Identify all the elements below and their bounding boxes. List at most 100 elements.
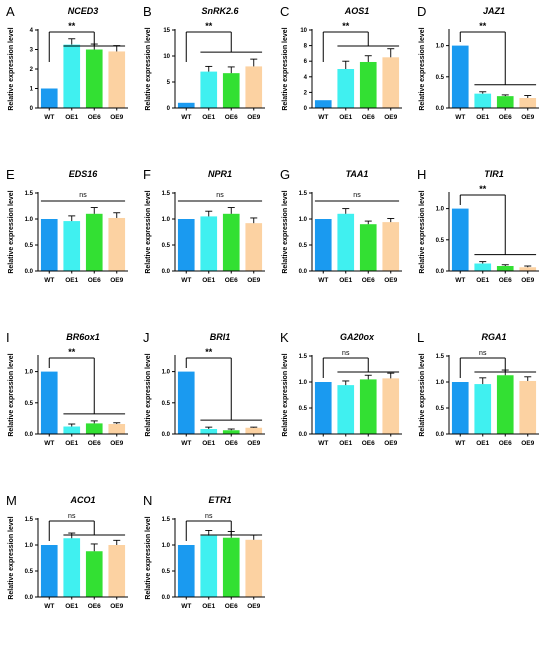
x-tick-label: WT bbox=[318, 277, 328, 284]
y-tick-label: 1.0 bbox=[436, 44, 445, 50]
x-tick-label: WT bbox=[44, 277, 54, 284]
y-tick-label: 10 bbox=[163, 54, 170, 60]
x-tick-label: OE1 bbox=[339, 277, 352, 284]
y-axis-label: Relative expression level bbox=[145, 190, 152, 273]
bar-oe6 bbox=[222, 213, 240, 271]
panel-a: A NCED3 Relative expression level 0 1 2 3 4 WT OE… bbox=[6, 4, 128, 121]
y-tick-label: 0.5 bbox=[299, 243, 308, 249]
y-tick-label: 1 bbox=[30, 87, 34, 93]
bar-wt bbox=[40, 371, 58, 434]
y-tick-label: 5 bbox=[167, 80, 171, 86]
y-axis-label: Relative expression level bbox=[145, 353, 152, 436]
bar-oe6 bbox=[496, 266, 514, 271]
panel-n: N ETR1 Relative expression level 0.0 0.5 1.0 1… bbox=[143, 493, 265, 610]
bar-wt bbox=[314, 100, 332, 108]
panel-letter: E bbox=[6, 167, 15, 182]
y-tick-label: 1.5 bbox=[162, 191, 171, 197]
panel-letter: L bbox=[417, 330, 424, 345]
x-tick-label: OE1 bbox=[339, 114, 352, 121]
x-tick-label: OE9 bbox=[521, 277, 534, 284]
x-tick-label: OE9 bbox=[110, 440, 123, 447]
significance-label: ns bbox=[353, 192, 361, 199]
bar-oe6 bbox=[222, 73, 240, 108]
significance-label: ns bbox=[205, 513, 213, 520]
bar-oe1 bbox=[63, 44, 81, 108]
significance-label: ** bbox=[205, 347, 213, 357]
gene-title: RGA1 bbox=[481, 332, 506, 342]
bar-oe6 bbox=[359, 61, 377, 108]
y-tick-label: 1.0 bbox=[299, 380, 308, 386]
x-tick-label: OE9 bbox=[521, 440, 534, 447]
significance-label: ** bbox=[479, 184, 487, 194]
bar-wt bbox=[451, 208, 469, 271]
x-tick-label: OE1 bbox=[65, 603, 78, 610]
x-tick-label: OE1 bbox=[65, 277, 78, 284]
y-tick-label: 0.5 bbox=[25, 243, 34, 249]
x-tick-label: OE6 bbox=[362, 277, 375, 284]
y-tick-label: 0.0 bbox=[25, 269, 34, 275]
bar-oe1 bbox=[200, 429, 218, 434]
gene-title: BRI1 bbox=[210, 332, 231, 342]
bar-oe6 bbox=[222, 537, 240, 597]
x-tick-label: WT bbox=[181, 440, 191, 447]
x-tick-label: OE9 bbox=[110, 277, 123, 284]
panel-letter: I bbox=[6, 330, 10, 345]
y-axis-label: Relative expression level bbox=[419, 27, 426, 110]
y-tick-label: 0.0 bbox=[299, 269, 308, 275]
x-tick-label: OE6 bbox=[225, 603, 238, 610]
bar-oe1 bbox=[337, 385, 355, 434]
bar-wt bbox=[451, 382, 469, 434]
y-tick-label: 1.0 bbox=[162, 370, 171, 376]
panel-letter: H bbox=[417, 167, 426, 182]
x-tick-label: OE6 bbox=[499, 277, 512, 284]
y-tick-label: 1.0 bbox=[299, 217, 308, 223]
gene-title: AOS1 bbox=[344, 6, 370, 16]
y-tick-label: 1.0 bbox=[25, 543, 34, 549]
y-tick-label: 3 bbox=[30, 48, 34, 54]
y-tick-label: 0.0 bbox=[162, 595, 171, 601]
y-tick-label: 10 bbox=[300, 28, 307, 34]
significance-label: ** bbox=[342, 21, 350, 31]
bar-oe1 bbox=[63, 221, 81, 271]
x-tick-label: OE9 bbox=[247, 440, 260, 447]
panel-letter: A bbox=[6, 4, 15, 19]
x-tick-label: WT bbox=[44, 440, 54, 447]
panel-l: L RGA1 Relative expression level 0.0 0.5 1.0 1… bbox=[417, 330, 539, 447]
bar-oe9 bbox=[382, 57, 400, 108]
x-tick-label: OE6 bbox=[225, 114, 238, 121]
significance-label: ns bbox=[68, 513, 76, 520]
x-tick-label: OE9 bbox=[384, 277, 397, 284]
y-tick-label: 2 bbox=[30, 67, 34, 73]
bar-wt bbox=[177, 219, 195, 271]
significance-label: ** bbox=[479, 21, 487, 31]
bar-wt bbox=[177, 545, 195, 597]
bar-oe6 bbox=[496, 96, 514, 108]
y-tick-label: 1.5 bbox=[162, 517, 171, 523]
panel-letter: G bbox=[280, 167, 290, 182]
significance-label: ns bbox=[479, 350, 487, 357]
x-tick-label: OE1 bbox=[65, 440, 78, 447]
y-tick-label: 1.0 bbox=[162, 543, 171, 549]
bar-oe6 bbox=[85, 213, 103, 271]
bar-oe6 bbox=[359, 379, 377, 434]
x-tick-label: OE6 bbox=[88, 277, 101, 284]
y-tick-label: 0.5 bbox=[162, 569, 171, 575]
x-tick-label: OE9 bbox=[247, 277, 260, 284]
x-tick-label: OE9 bbox=[110, 603, 123, 610]
panel-m: M ACO1 Relative expression level 0.0 0.5 1.0 1… bbox=[6, 493, 128, 610]
y-tick-label: 8 bbox=[304, 44, 308, 50]
y-tick-label: 0.0 bbox=[25, 432, 34, 438]
y-tick-label: 0.0 bbox=[25, 595, 34, 601]
x-tick-label: WT bbox=[181, 114, 191, 121]
bar-wt bbox=[451, 45, 469, 108]
y-tick-label: 0.5 bbox=[436, 406, 445, 412]
x-tick-label: WT bbox=[181, 277, 191, 284]
bar-oe6 bbox=[222, 430, 240, 434]
bar-oe9 bbox=[519, 380, 537, 434]
gene-title: TAA1 bbox=[346, 169, 369, 179]
y-tick-label: 6 bbox=[304, 59, 308, 65]
y-tick-label: 0.5 bbox=[162, 243, 171, 249]
panel-d: D JAZ1 Relative expression level 0.0 0.5 1.0 W… bbox=[417, 4, 539, 121]
x-tick-label: OE1 bbox=[202, 277, 215, 284]
